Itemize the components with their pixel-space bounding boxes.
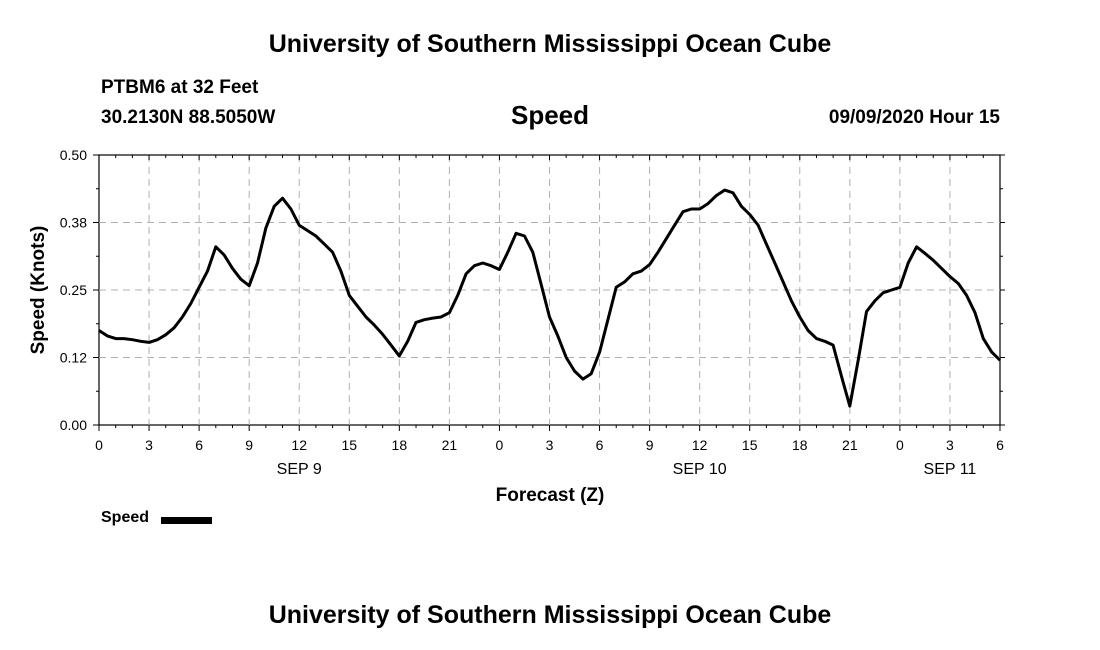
- x-tick-label: 0: [896, 437, 904, 453]
- y-axis-label: Speed (Knots): [28, 226, 49, 355]
- x-tick-label: 3: [546, 437, 554, 453]
- date-labels: SEP 9 SEP 10 SEP 11: [277, 461, 977, 478]
- y-tick-labels: 0.00 0.12 0.25 0.38 0.50: [60, 147, 87, 433]
- x-tick-labels: 0 3 6 9 12 15 18 21 0 3 6 9 12 15 18 21 0 3 6: [95, 437, 1004, 453]
- x-tick-label: 0: [95, 437, 103, 453]
- x-tick-label: 6: [596, 437, 604, 453]
- top-title: University of Southern Mississippi Ocean…: [268, 30, 832, 58]
- grid-lines: [99, 155, 1000, 425]
- speed-series-line: [98, 188, 1002, 408]
- axis-ticks: [93, 154, 1005, 431]
- x-tick-label: 21: [842, 437, 858, 453]
- y-tick-label: 0.38: [60, 215, 87, 231]
- x-tick-label: 6: [195, 437, 203, 453]
- date-label: SEP 9: [277, 461, 322, 478]
- legend-label: Speed: [101, 509, 150, 526]
- date-label: SEP 10: [673, 461, 727, 478]
- x-tick-label: 18: [792, 437, 808, 453]
- x-tick-label: 6: [996, 437, 1004, 453]
- x-axis-label: Forecast (Z): [496, 485, 605, 506]
- bottom-title: University of Southern Mississippi Ocean…: [268, 601, 832, 629]
- y-tick-label: 0.12: [60, 350, 87, 366]
- y-tick-label: 0.25: [60, 282, 87, 298]
- x-tick-label: 9: [646, 437, 654, 453]
- date-label: SEP 11: [924, 461, 977, 478]
- x-tick-label: 12: [692, 437, 708, 453]
- legend-swatch: [161, 517, 212, 524]
- location-label: 30.2130N 88.5050W: [101, 107, 276, 128]
- x-tick-label: 3: [145, 437, 153, 453]
- x-tick-label: 0: [496, 437, 504, 453]
- x-tick-label: 21: [442, 437, 458, 453]
- y-tick-label: 0.50: [60, 147, 87, 163]
- station-label: PTBM6 at 32 Feet: [101, 77, 259, 98]
- chart-subtitle: Speed: [510, 100, 590, 130]
- x-tick-label: 15: [341, 437, 357, 453]
- x-tick-label: 15: [742, 437, 758, 453]
- y-tick-label: 0.00: [60, 417, 87, 433]
- x-tick-label: 9: [245, 437, 253, 453]
- x-tick-label: 18: [392, 437, 408, 453]
- x-tick-label: 3: [946, 437, 954, 453]
- x-tick-label: 12: [291, 437, 307, 453]
- datetime-label: 09/09/2020 Hour 15: [828, 107, 1000, 128]
